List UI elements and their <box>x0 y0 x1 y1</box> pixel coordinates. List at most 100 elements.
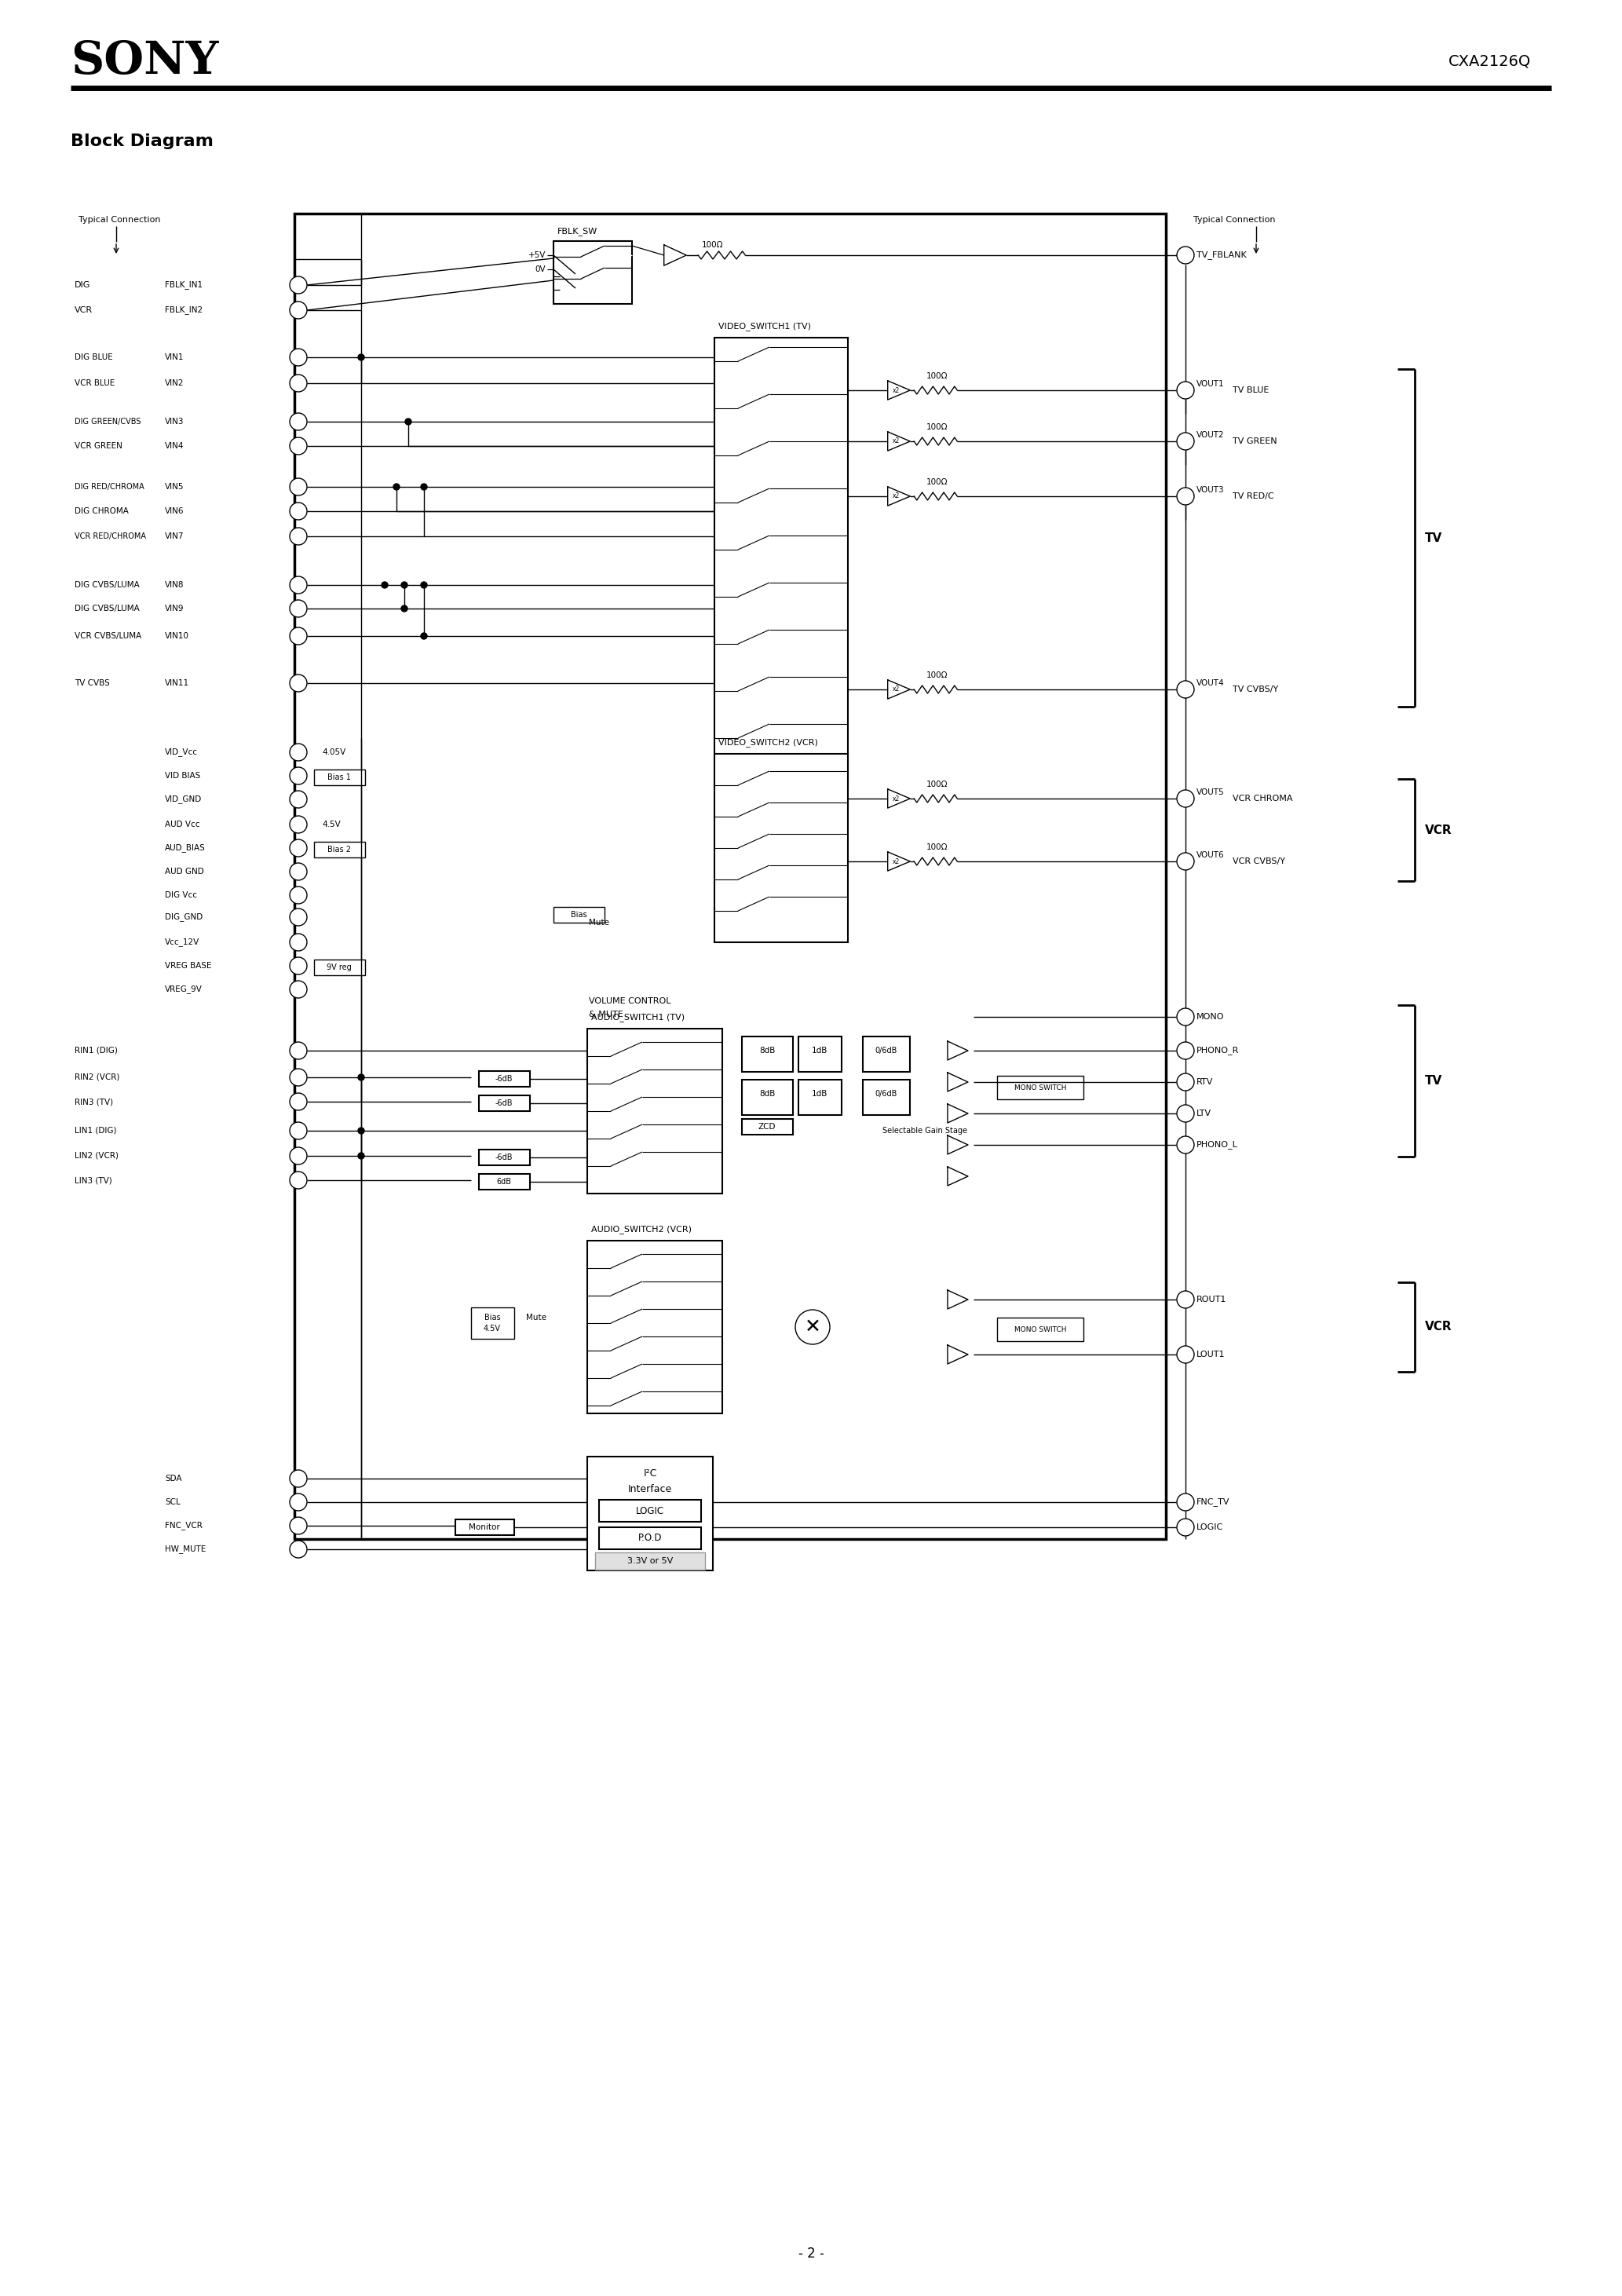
Circle shape <box>358 354 365 360</box>
Circle shape <box>290 840 307 856</box>
Circle shape <box>290 349 307 365</box>
Text: VIN4: VIN4 <box>165 443 185 450</box>
Circle shape <box>290 1171 307 1189</box>
Text: SCL: SCL <box>165 1499 180 1506</box>
Text: VIN3: VIN3 <box>165 418 185 425</box>
Text: 52: 52 <box>294 282 302 289</box>
Text: 6dB: 6dB <box>496 1178 511 1185</box>
Bar <box>315 960 365 976</box>
Text: 20: 20 <box>294 822 302 829</box>
Circle shape <box>358 1127 365 1134</box>
Circle shape <box>290 1469 307 1488</box>
Text: 9V reg: 9V reg <box>326 964 352 971</box>
Text: 100Ω: 100Ω <box>926 843 947 852</box>
Text: 8: 8 <box>297 581 300 588</box>
Polygon shape <box>663 246 686 266</box>
Circle shape <box>290 599 307 618</box>
Text: 0/6dB: 0/6dB <box>876 1091 897 1097</box>
Text: VOLUME CONTROL: VOLUME CONTROL <box>589 996 672 1006</box>
Circle shape <box>406 418 412 425</box>
Text: LOGIC: LOGIC <box>1197 1522 1223 1531</box>
Text: TV BLUE: TV BLUE <box>1233 386 1268 395</box>
Polygon shape <box>887 432 910 450</box>
Text: 58: 58 <box>294 939 303 946</box>
Text: 100Ω: 100Ω <box>702 241 723 248</box>
Circle shape <box>290 1518 307 1534</box>
Text: Typical Connection: Typical Connection <box>78 216 161 223</box>
Text: 100Ω: 100Ω <box>926 422 947 432</box>
Bar <box>553 907 605 923</box>
Circle shape <box>290 767 307 785</box>
Text: VCR CVBS/Y: VCR CVBS/Y <box>1233 856 1285 866</box>
Text: VOUT2: VOUT2 <box>1197 432 1225 439</box>
Bar <box>587 1240 722 1414</box>
Bar <box>599 1499 701 1522</box>
Text: 1dB: 1dB <box>811 1091 827 1097</box>
Text: 22: 22 <box>294 1097 302 1104</box>
Circle shape <box>1178 246 1194 264</box>
Bar <box>998 1318 1083 1341</box>
Circle shape <box>1178 852 1194 870</box>
Text: VIN1: VIN1 <box>165 354 185 360</box>
Text: LOUT1: LOUT1 <box>1197 1350 1225 1359</box>
Circle shape <box>1178 1075 1194 1091</box>
Circle shape <box>290 1068 307 1086</box>
Text: Monitor: Monitor <box>469 1522 500 1531</box>
Text: VCR: VCR <box>1426 1320 1452 1334</box>
Polygon shape <box>947 1137 968 1155</box>
Text: 53: 53 <box>294 308 303 315</box>
Text: SDA: SDA <box>165 1474 182 1483</box>
Circle shape <box>1178 1104 1194 1123</box>
Polygon shape <box>947 1072 968 1091</box>
Circle shape <box>381 581 388 588</box>
Bar <box>798 1079 842 1116</box>
Text: 48: 48 <box>1181 386 1189 395</box>
Text: 63: 63 <box>294 354 303 360</box>
Circle shape <box>393 484 399 489</box>
Text: TV: TV <box>1426 533 1442 544</box>
Text: 23: 23 <box>294 680 303 687</box>
Text: 26: 26 <box>294 868 303 875</box>
Text: PHONO_R: PHONO_R <box>1197 1047 1239 1054</box>
Text: 3.3V or 5V: 3.3V or 5V <box>628 1557 673 1566</box>
Circle shape <box>290 909 307 925</box>
Circle shape <box>290 301 307 319</box>
Text: VIDEO_SWITCH2 (VCR): VIDEO_SWITCH2 (VCR) <box>719 739 817 746</box>
Text: VCR: VCR <box>1426 824 1452 836</box>
Text: VIN6: VIN6 <box>165 507 185 514</box>
Text: 43: 43 <box>294 914 303 921</box>
Text: MONO: MONO <box>1197 1013 1225 1022</box>
Text: 100Ω: 100Ω <box>926 670 947 680</box>
Polygon shape <box>887 852 910 870</box>
Text: FBLK_IN1: FBLK_IN1 <box>165 280 203 289</box>
Text: -6dB: -6dB <box>495 1153 513 1162</box>
Circle shape <box>358 1075 365 1081</box>
Text: Interface: Interface <box>628 1486 672 1495</box>
Bar <box>478 1070 530 1086</box>
Bar <box>295 214 1166 1538</box>
Text: CXA2126Q: CXA2126Q <box>1448 53 1531 69</box>
Text: TV_FBLANK: TV_FBLANK <box>1197 250 1247 259</box>
Bar <box>599 1527 701 1550</box>
Polygon shape <box>947 1345 968 1364</box>
Text: 7: 7 <box>297 797 300 804</box>
Text: VID BIAS: VID BIAS <box>165 771 201 781</box>
Text: VREG BASE: VREG BASE <box>165 962 211 969</box>
Text: -6dB: -6dB <box>495 1100 513 1107</box>
Circle shape <box>290 1042 307 1058</box>
Circle shape <box>290 1492 307 1511</box>
Text: VIN9: VIN9 <box>165 604 185 613</box>
Text: Block Diagram: Block Diagram <box>71 133 214 149</box>
Text: MONO SWITCH: MONO SWITCH <box>1014 1325 1066 1334</box>
Polygon shape <box>947 1290 968 1309</box>
Text: 4: 4 <box>297 482 300 491</box>
Text: FNC_TV: FNC_TV <box>1197 1497 1229 1506</box>
Polygon shape <box>887 790 910 808</box>
Circle shape <box>290 1148 307 1164</box>
Text: AUDIO_SWITCH1 (TV): AUDIO_SWITCH1 (TV) <box>590 1013 684 1022</box>
Text: 5: 5 <box>297 1127 300 1134</box>
Text: 0/6dB: 0/6dB <box>876 1047 897 1054</box>
Text: VOUT3: VOUT3 <box>1197 487 1225 494</box>
Text: DIG: DIG <box>75 280 91 289</box>
Circle shape <box>290 503 307 519</box>
